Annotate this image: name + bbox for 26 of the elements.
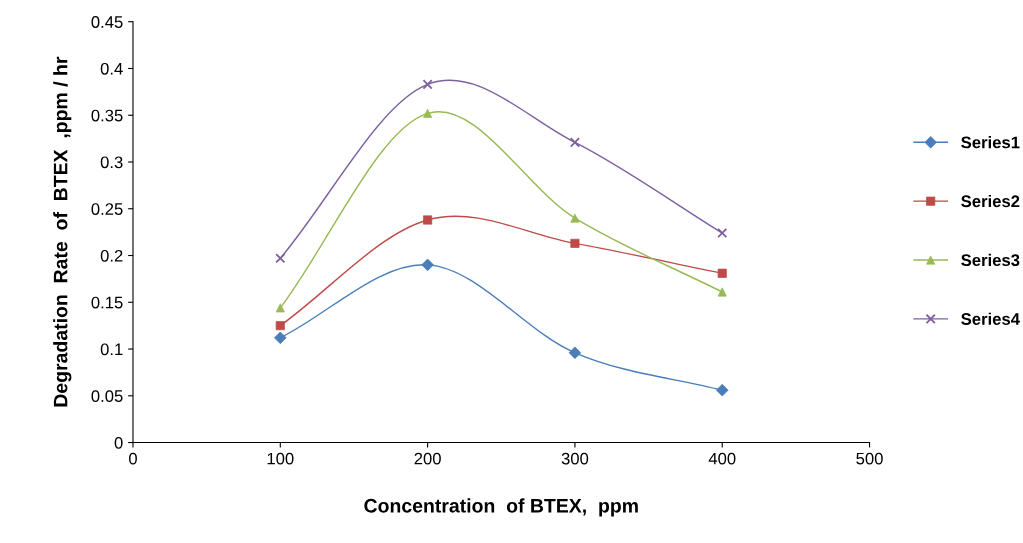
point — [717, 227, 728, 239]
x-tick-label: 500 — [856, 452, 883, 465]
y-tick-label: 0.25 — [91, 203, 123, 215]
point — [569, 137, 580, 148]
x-axis-title: Concentration of BTEX, ppm — [364, 498, 638, 517]
legend-label: Series1 — [961, 136, 1020, 149]
y-tick-label: 0.35 — [91, 109, 123, 122]
x-tick-label: 100 — [267, 452, 294, 465]
x-tick-label: 200 — [414, 452, 441, 465]
y-tick-label: 0.2 — [100, 249, 123, 262]
legend-label: Series3 — [961, 253, 1020, 267]
point — [422, 79, 433, 90]
y-tick-label: 0.1 — [100, 343, 123, 356]
x-tick-label: 400 — [708, 452, 736, 465]
y-axis-title: Degradation Rate of BTEX ,ppm / hr — [53, 56, 72, 407]
y-tick-label: 0.4 — [100, 62, 123, 75]
legend-label: Series4 — [961, 312, 1020, 325]
legend-label: Series2 — [961, 194, 1020, 208]
y-tick-label: 0.15 — [91, 296, 123, 309]
y-tick-label: 0.45 — [91, 16, 123, 28]
y-tick-label: 0.05 — [91, 390, 123, 402]
point — [275, 253, 286, 264]
x-tick-label: 0 — [129, 452, 137, 465]
y-tick-label: 0 — [114, 436, 123, 449]
y-tick-label: 0.3 — [100, 156, 123, 169]
x-tick-label: 300 — [561, 452, 589, 465]
